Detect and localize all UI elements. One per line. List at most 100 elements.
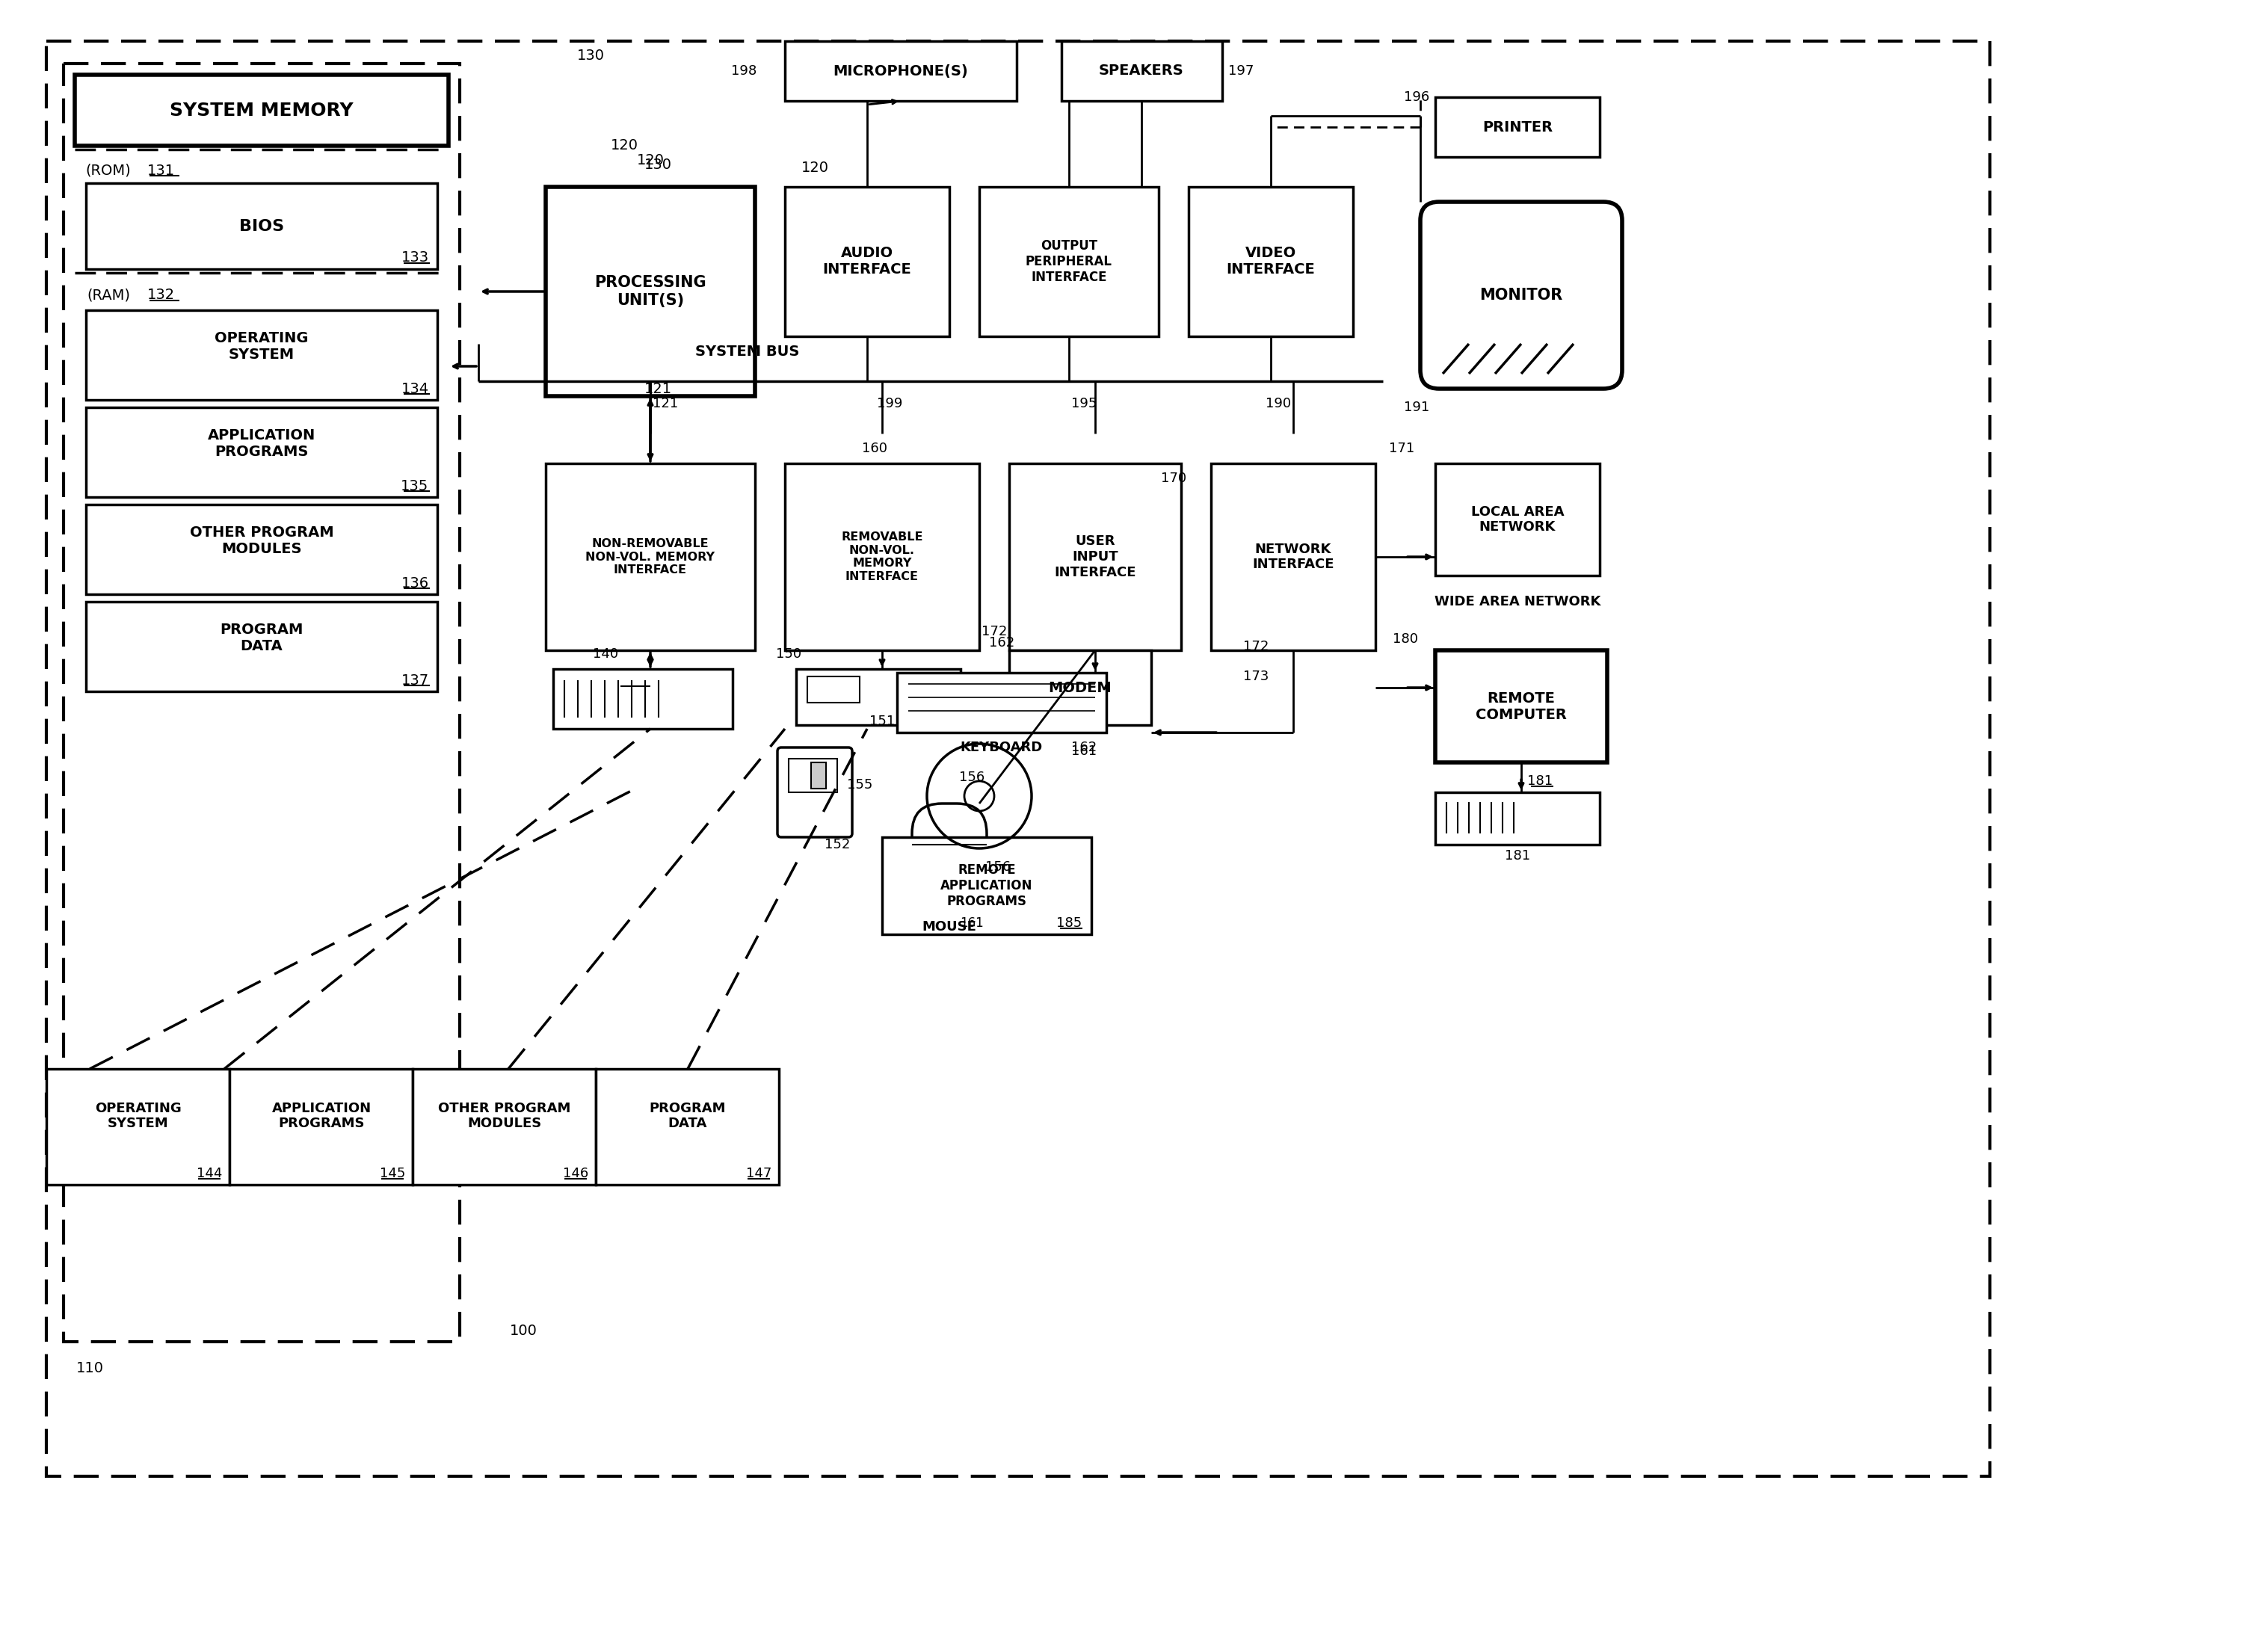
Text: SYSTEM BUS: SYSTEM BUS — [696, 344, 801, 359]
Bar — [980, 187, 1159, 336]
Text: OPERATING
SYSTEM: OPERATING SYSTEM — [215, 332, 308, 361]
Text: PROCESSING
UNIT(S): PROCESSING UNIT(S) — [594, 275, 705, 307]
Text: 173: 173 — [1243, 670, 1268, 682]
Text: REMOTE
APPLICATION
PROGRAMS: REMOTE APPLICATION PROGRAMS — [941, 863, 1032, 908]
Text: 191: 191 — [1404, 401, 1429, 414]
Text: REMOTE
COMPUTER: REMOTE COMPUTER — [1476, 691, 1567, 722]
Text: 199: 199 — [878, 396, 903, 411]
Text: MICROPHONE(S): MICROPHONE(S) — [832, 63, 968, 78]
Text: 135: 135 — [401, 479, 429, 492]
Text: 130: 130 — [644, 158, 671, 172]
FancyBboxPatch shape — [778, 748, 853, 837]
Bar — [75, 75, 449, 146]
Text: 133: 133 — [401, 250, 429, 265]
Bar — [413, 1069, 596, 1185]
Text: KEYBOARD: KEYBOARD — [959, 741, 1043, 754]
Text: 161: 161 — [1070, 744, 1098, 757]
Text: 190: 190 — [1266, 396, 1290, 411]
Bar — [86, 310, 438, 400]
Text: 146: 146 — [562, 1167, 587, 1180]
FancyBboxPatch shape — [1420, 202, 1622, 388]
Text: 152: 152 — [823, 838, 850, 852]
Text: 137: 137 — [401, 673, 429, 687]
Text: 145: 145 — [379, 1167, 406, 1180]
Bar — [898, 673, 1107, 733]
FancyBboxPatch shape — [912, 803, 987, 908]
Text: SPEAKERS: SPEAKERS — [1100, 63, 1184, 78]
Text: 195: 195 — [1070, 396, 1098, 411]
Text: 100: 100 — [510, 1323, 538, 1337]
Text: OPERATING
SYSTEM: OPERATING SYSTEM — [95, 1102, 181, 1131]
Text: SYSTEM MEMORY: SYSTEM MEMORY — [170, 102, 354, 120]
Bar — [86, 504, 438, 595]
Text: USER
INPUT
INTERFACE: USER INPUT INTERFACE — [1055, 535, 1136, 578]
Text: 196: 196 — [1404, 91, 1429, 104]
Bar — [882, 837, 1091, 934]
Text: OTHER PROGRAM
MODULES: OTHER PROGRAM MODULES — [191, 525, 333, 556]
Text: BIOS: BIOS — [238, 219, 284, 234]
Text: VIDEO
INTERFACE: VIDEO INTERFACE — [1227, 247, 1315, 276]
Text: 150: 150 — [776, 647, 801, 661]
Bar — [45, 41, 1989, 1476]
Bar — [1436, 650, 1608, 762]
Bar — [86, 184, 438, 270]
Bar — [1211, 463, 1374, 650]
Text: 181: 181 — [1526, 775, 1554, 788]
Text: 134: 134 — [401, 382, 429, 396]
Text: MODEM: MODEM — [1048, 681, 1111, 696]
Text: (RAM): (RAM) — [86, 288, 129, 302]
Bar — [796, 670, 962, 725]
Bar — [553, 670, 733, 728]
Bar — [547, 463, 755, 650]
Text: 147: 147 — [746, 1167, 771, 1180]
Bar — [807, 676, 860, 702]
Text: 162: 162 — [989, 635, 1014, 650]
Text: 156: 156 — [984, 860, 1012, 874]
Text: 136: 136 — [401, 575, 429, 590]
Text: REMOVABLE
NON-VOL.
MEMORY
INTERFACE: REMOVABLE NON-VOL. MEMORY INTERFACE — [841, 531, 923, 582]
Text: OTHER PROGRAM
MODULES: OTHER PROGRAM MODULES — [438, 1102, 572, 1131]
Bar — [86, 408, 438, 497]
Text: 131: 131 — [147, 164, 175, 177]
Bar — [1009, 650, 1152, 725]
Text: 132: 132 — [147, 288, 175, 302]
Text: 172: 172 — [982, 626, 1007, 639]
Bar — [1436, 793, 1599, 845]
Text: WIDE AREA NETWORK: WIDE AREA NETWORK — [1433, 595, 1601, 608]
Text: PROGRAM
DATA: PROGRAM DATA — [220, 622, 304, 653]
Text: (ROM): (ROM) — [86, 164, 132, 177]
Text: 121: 121 — [653, 396, 678, 411]
Text: PROGRAM
DATA: PROGRAM DATA — [649, 1102, 726, 1131]
Bar — [1009, 463, 1182, 650]
Text: 156: 156 — [959, 770, 984, 785]
Bar — [45, 1069, 229, 1185]
Text: 144: 144 — [197, 1167, 222, 1180]
Bar — [64, 63, 460, 1342]
Bar — [1436, 98, 1599, 158]
Text: 181: 181 — [1504, 850, 1531, 863]
Text: 180: 180 — [1393, 632, 1418, 645]
Bar — [789, 759, 837, 793]
Text: 170: 170 — [1161, 471, 1186, 486]
Text: AUDIO
INTERFACE: AUDIO INTERFACE — [823, 247, 912, 276]
Text: APPLICATION
PROGRAMS: APPLICATION PROGRAMS — [272, 1102, 372, 1131]
Bar — [1188, 187, 1354, 336]
Bar — [86, 601, 438, 691]
Bar — [812, 762, 826, 788]
Text: 120: 120 — [801, 161, 828, 175]
Text: 197: 197 — [1227, 65, 1254, 78]
Text: 160: 160 — [862, 442, 887, 455]
Bar — [547, 187, 755, 396]
Text: LOCAL AREA
NETWORK: LOCAL AREA NETWORK — [1472, 505, 1565, 535]
Text: 161: 161 — [959, 916, 984, 930]
Text: NETWORK
INTERFACE: NETWORK INTERFACE — [1252, 543, 1334, 572]
Text: 110: 110 — [75, 1360, 104, 1375]
Text: 151: 151 — [869, 715, 896, 728]
Text: MOUSE: MOUSE — [923, 920, 978, 934]
Text: MONITOR: MONITOR — [1479, 288, 1563, 302]
Text: 120: 120 — [610, 138, 637, 153]
Text: PRINTER: PRINTER — [1483, 120, 1554, 135]
Text: 130: 130 — [576, 49, 603, 63]
Bar — [785, 41, 1016, 101]
Text: 155: 155 — [846, 778, 873, 791]
